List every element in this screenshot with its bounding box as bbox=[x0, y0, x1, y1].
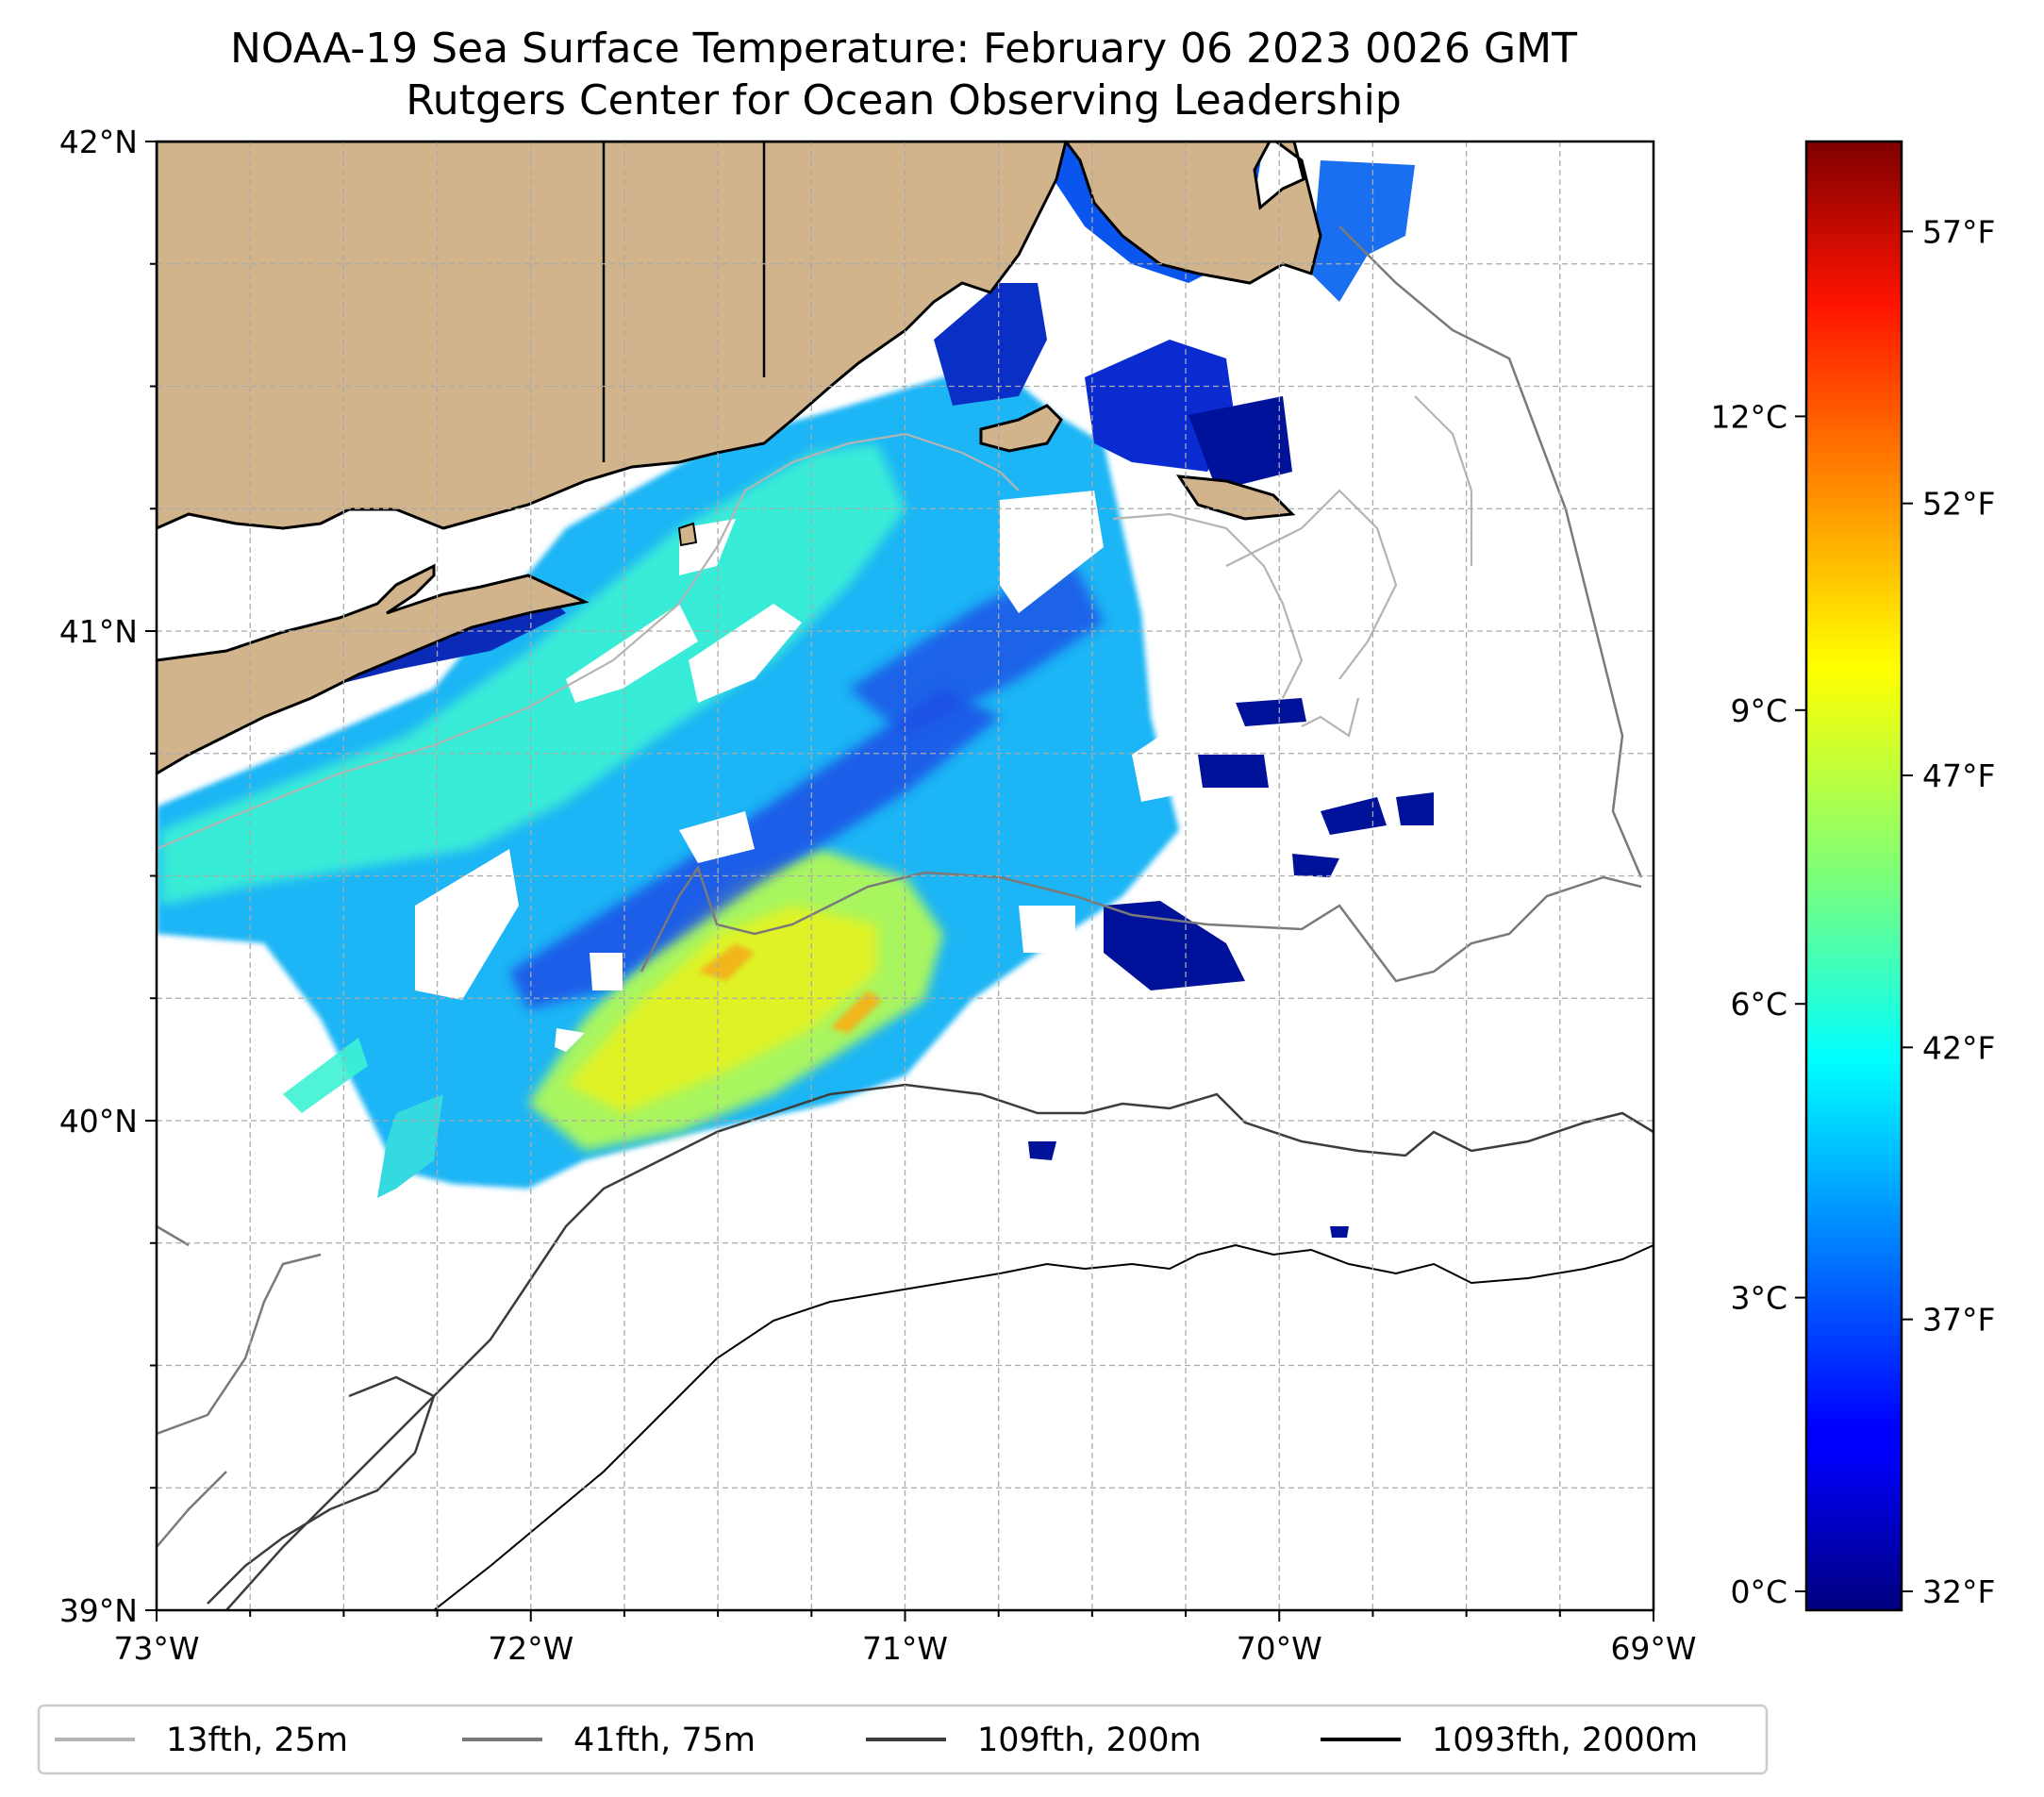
celsius-tick-label: 12°C bbox=[1710, 398, 1787, 435]
map-title: NOAA-19 Sea Surface Temperature: Februar… bbox=[230, 25, 1577, 73]
state-borders bbox=[602, 141, 766, 462]
cloud-gap-8 bbox=[555, 1028, 585, 1052]
sst-region-buzzards bbox=[934, 283, 1047, 406]
land-long-island bbox=[157, 563, 590, 775]
fahrenheit-tick-label: 47°F bbox=[1922, 757, 1995, 794]
land-block-island bbox=[677, 522, 698, 547]
celsius-tick-label: 9°C bbox=[1730, 692, 1787, 729]
colorbar-fahrenheit-ticks: 32°F 37°F 42°F 47°F 52°F 57°F bbox=[1902, 213, 1995, 1610]
sst-patch-e3 bbox=[1198, 755, 1269, 788]
sst-fragment-w1 bbox=[283, 1038, 368, 1113]
sst-patch-e4 bbox=[1321, 797, 1387, 835]
legend-items: 13fth, 25m 41fth, 75m 109fth, 200m 1093fth,… bbox=[55, 1722, 1698, 1759]
isobath-2000m bbox=[433, 1243, 1653, 1610]
cloud-gap-2 bbox=[689, 604, 802, 703]
land-new-england bbox=[157, 141, 1322, 530]
celsius-tick-label: 6°C bbox=[1730, 986, 1787, 1023]
sst-region-east-cape bbox=[1311, 160, 1415, 302]
fahrenheit-tick-label: 32°F bbox=[1922, 1573, 1995, 1610]
sst-patch-e2 bbox=[1236, 698, 1306, 726]
lon-axis: 73°W 72°W 71°W 70°W 69°W bbox=[113, 1610, 1697, 1667]
lon-tick-label: 69°W bbox=[1610, 1630, 1696, 1667]
grid-lines bbox=[157, 141, 1653, 1610]
lat-tick-label: 40°N bbox=[59, 1103, 138, 1140]
sst-hotspot-b bbox=[830, 990, 882, 1033]
cloud-gap-9 bbox=[1132, 717, 1188, 802]
colorbar: 0°C 3°C 6°C 9°C 12°C 32°F 37°F 42°F 47°F 52°F 57°… bbox=[1710, 140, 1995, 1612]
lat-axis: 42°N 41°N 40°N 39°N bbox=[59, 124, 157, 1629]
cloud-gap-3 bbox=[1000, 491, 1104, 613]
lon-tick-label: 73°W bbox=[113, 1630, 199, 1667]
isobath-75m bbox=[157, 225, 1643, 1548]
map-panel bbox=[157, 141, 1653, 1610]
sst-patch-e6 bbox=[1292, 854, 1339, 877]
sst-patch-e8 bbox=[1028, 1141, 1056, 1160]
legend-label: 41fth, 75m bbox=[573, 1722, 756, 1759]
cloud-gap-4 bbox=[679, 811, 755, 863]
fahrenheit-tick-label: 42°F bbox=[1922, 1029, 1995, 1066]
isobath-200m bbox=[207, 1083, 1653, 1610]
sst-patch-e1 bbox=[1188, 396, 1292, 491]
legend-label: 1093fth, 2000m bbox=[1432, 1722, 1698, 1759]
lon-tick-label: 70°W bbox=[1237, 1630, 1322, 1667]
sst-region-warmest bbox=[566, 906, 877, 1113]
legend-label: 109fth, 200m bbox=[977, 1722, 1202, 1759]
lat-tick-label: 41°N bbox=[59, 613, 138, 650]
sst-streak-2 bbox=[849, 566, 1104, 736]
bathymetry bbox=[157, 225, 1653, 1610]
lon-tick-label: 71°W bbox=[862, 1630, 948, 1667]
celsius-tick-label: 3°C bbox=[1730, 1280, 1787, 1317]
map-subtitle: Rutgers Center for Ocean Observing Leade… bbox=[406, 76, 1402, 125]
celsius-tick-label: 0°C bbox=[1730, 1573, 1787, 1610]
fahrenheit-tick-label: 37°F bbox=[1922, 1302, 1995, 1339]
legend: 13fth, 25m 41fth, 75m 109fth, 200m 1093fth,… bbox=[37, 1704, 1769, 1775]
cloud-gap-5 bbox=[1019, 906, 1075, 953]
legend-label: 13fth, 25m bbox=[166, 1722, 348, 1759]
isobath-25m bbox=[157, 395, 1473, 851]
fahrenheit-tick-label: 52°F bbox=[1922, 486, 1995, 523]
cloud-gap-1 bbox=[566, 604, 698, 703]
cloud-gaps bbox=[415, 491, 1188, 1052]
lat-tick-label: 39°N bbox=[59, 1592, 138, 1629]
sst-patch-e7 bbox=[1104, 901, 1245, 990]
colorbar-gradient bbox=[1804, 140, 1903, 1612]
cloud-gap-6 bbox=[415, 849, 519, 1000]
lat-tick-label: 42°N bbox=[59, 124, 138, 160]
sst-hotspot-a bbox=[698, 943, 755, 981]
sst-patch-e5 bbox=[1396, 792, 1434, 825]
colorbar-celsius-ticks: 0°C 3°C 6°C 9°C 12°C bbox=[1710, 398, 1806, 1610]
land-martha-vineyard bbox=[979, 404, 1063, 453]
sst-patch-e9 bbox=[1330, 1226, 1349, 1238]
fahrenheit-tick-label: 57°F bbox=[1922, 213, 1995, 250]
lon-tick-label: 72°W bbox=[488, 1630, 573, 1667]
cloud-gap-7 bbox=[590, 953, 623, 990]
